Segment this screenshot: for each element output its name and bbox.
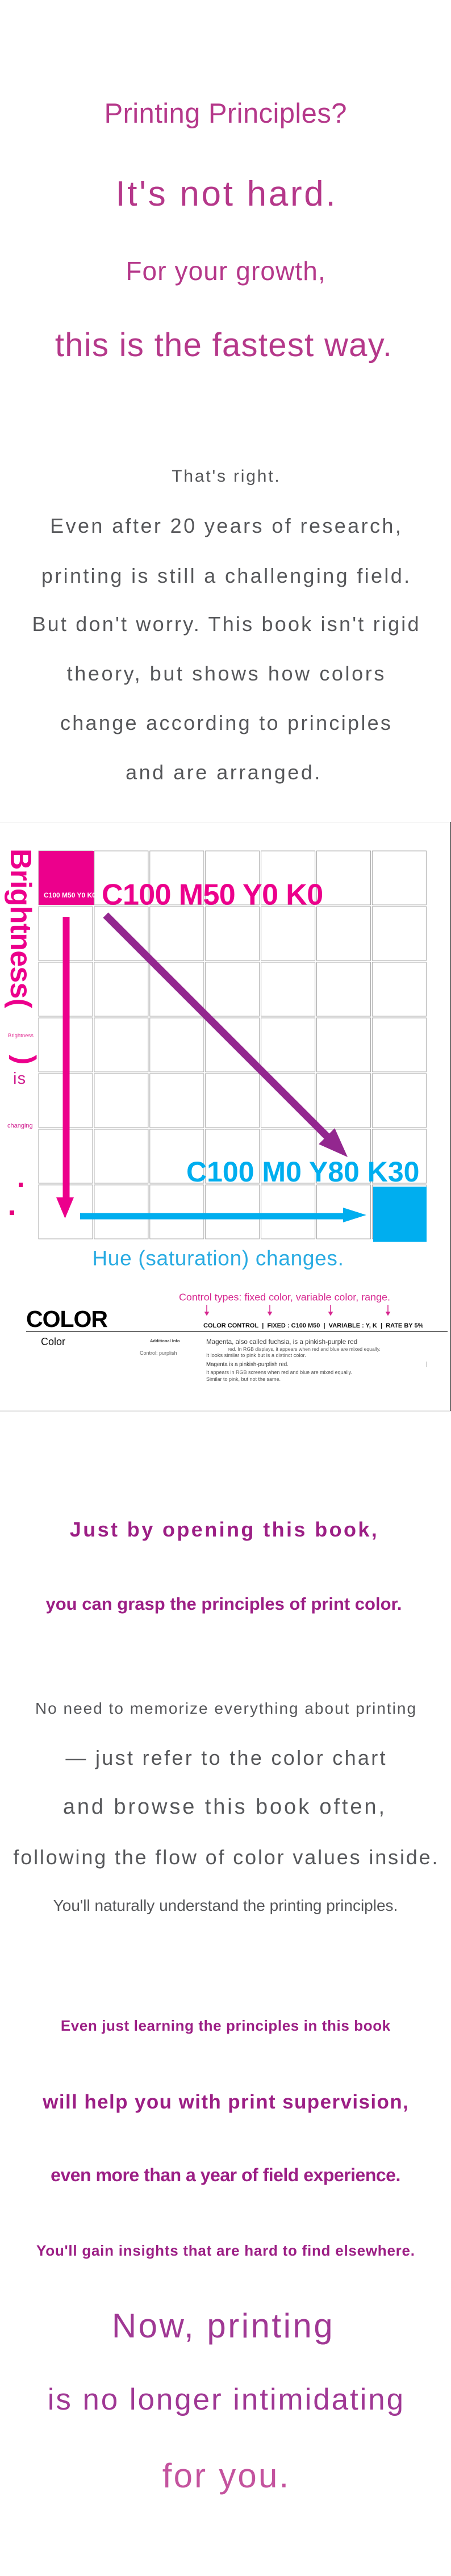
svg-text:It appears in RGB screens when: It appears in RGB screens when red and b… — [206, 1370, 352, 1375]
svg-text:Brightness(: Brightness( — [4, 849, 37, 1009]
svg-text:Additional Info: Additional Info — [150, 1338, 180, 1343]
svg-text:Magenta, also called fuchsia,: Magenta, also called fuchsia, is a pinki… — [206, 1338, 357, 1346]
svg-text:changing: changing — [7, 1122, 33, 1129]
svg-text:Control types: fixed color, va: Control types: fixed color, variable col… — [179, 1292, 390, 1303]
svg-text:): ) — [9, 1055, 41, 1064]
svg-text:Magenta is a pinkish-purplish: Magenta is a pinkish-purplish red. — [206, 1362, 289, 1368]
svg-text:C100 M50 Y0 K0: C100 M50 Y0 K0 — [102, 879, 323, 912]
svg-text:is: is — [13, 1070, 26, 1088]
svg-text:Similar to pink, but not the s: Similar to pink, but not the same. — [206, 1376, 281, 1382]
svg-text:Brightness: Brightness — [8, 1033, 34, 1039]
svg-text:Control: purplish: Control: purplish — [140, 1350, 177, 1356]
svg-text:Hue (saturation) changes.: Hue (saturation) changes. — [92, 1247, 344, 1270]
svg-text:COLOR: COLOR — [26, 1306, 107, 1332]
svg-text:C100 M0 Y80 K30: C100 M0 Y80 K30 — [186, 1156, 419, 1188]
svg-text:COLOR CONTROL | FIXED : C100: COLOR CONTROL | FIXED : C100 M50 | VARIA… — [203, 1322, 424, 1329]
svg-text:C100 M50 Y0 K0: C100 M50 Y0 K0 — [44, 891, 96, 899]
svg-text:red. In RGB displays, it appea: red. In RGB displays, it appears when re… — [228, 1346, 381, 1352]
svg-text:Color: Color — [41, 1336, 65, 1347]
svg-text:It looks similar to pink but i: It looks similar to pink but is a distin… — [206, 1352, 306, 1358]
